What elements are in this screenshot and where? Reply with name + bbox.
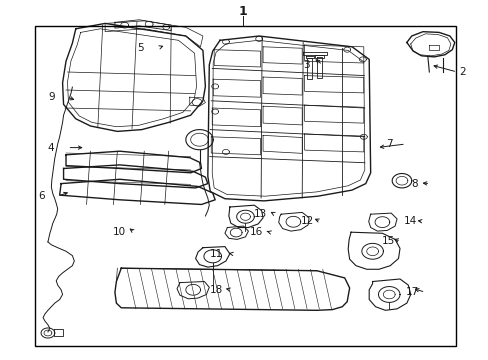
Text: 6: 6	[38, 191, 45, 201]
Text: 5: 5	[137, 42, 143, 53]
Text: 17: 17	[405, 287, 418, 297]
Text: 1: 1	[238, 5, 247, 18]
Text: 11: 11	[210, 249, 223, 259]
Text: 18: 18	[210, 285, 223, 295]
Text: 7: 7	[386, 139, 392, 149]
Text: 9: 9	[48, 92, 55, 102]
Text: 16: 16	[249, 227, 262, 237]
Text: 15: 15	[381, 236, 394, 246]
Text: 14: 14	[403, 216, 416, 226]
Text: 4: 4	[48, 143, 55, 153]
Text: 13: 13	[254, 209, 267, 219]
Text: 10: 10	[112, 227, 125, 237]
Bar	[35, 26, 455, 346]
Text: 12: 12	[300, 216, 313, 226]
Text: 2: 2	[459, 67, 466, 77]
Text: 8: 8	[410, 179, 417, 189]
Text: 3: 3	[303, 60, 309, 70]
